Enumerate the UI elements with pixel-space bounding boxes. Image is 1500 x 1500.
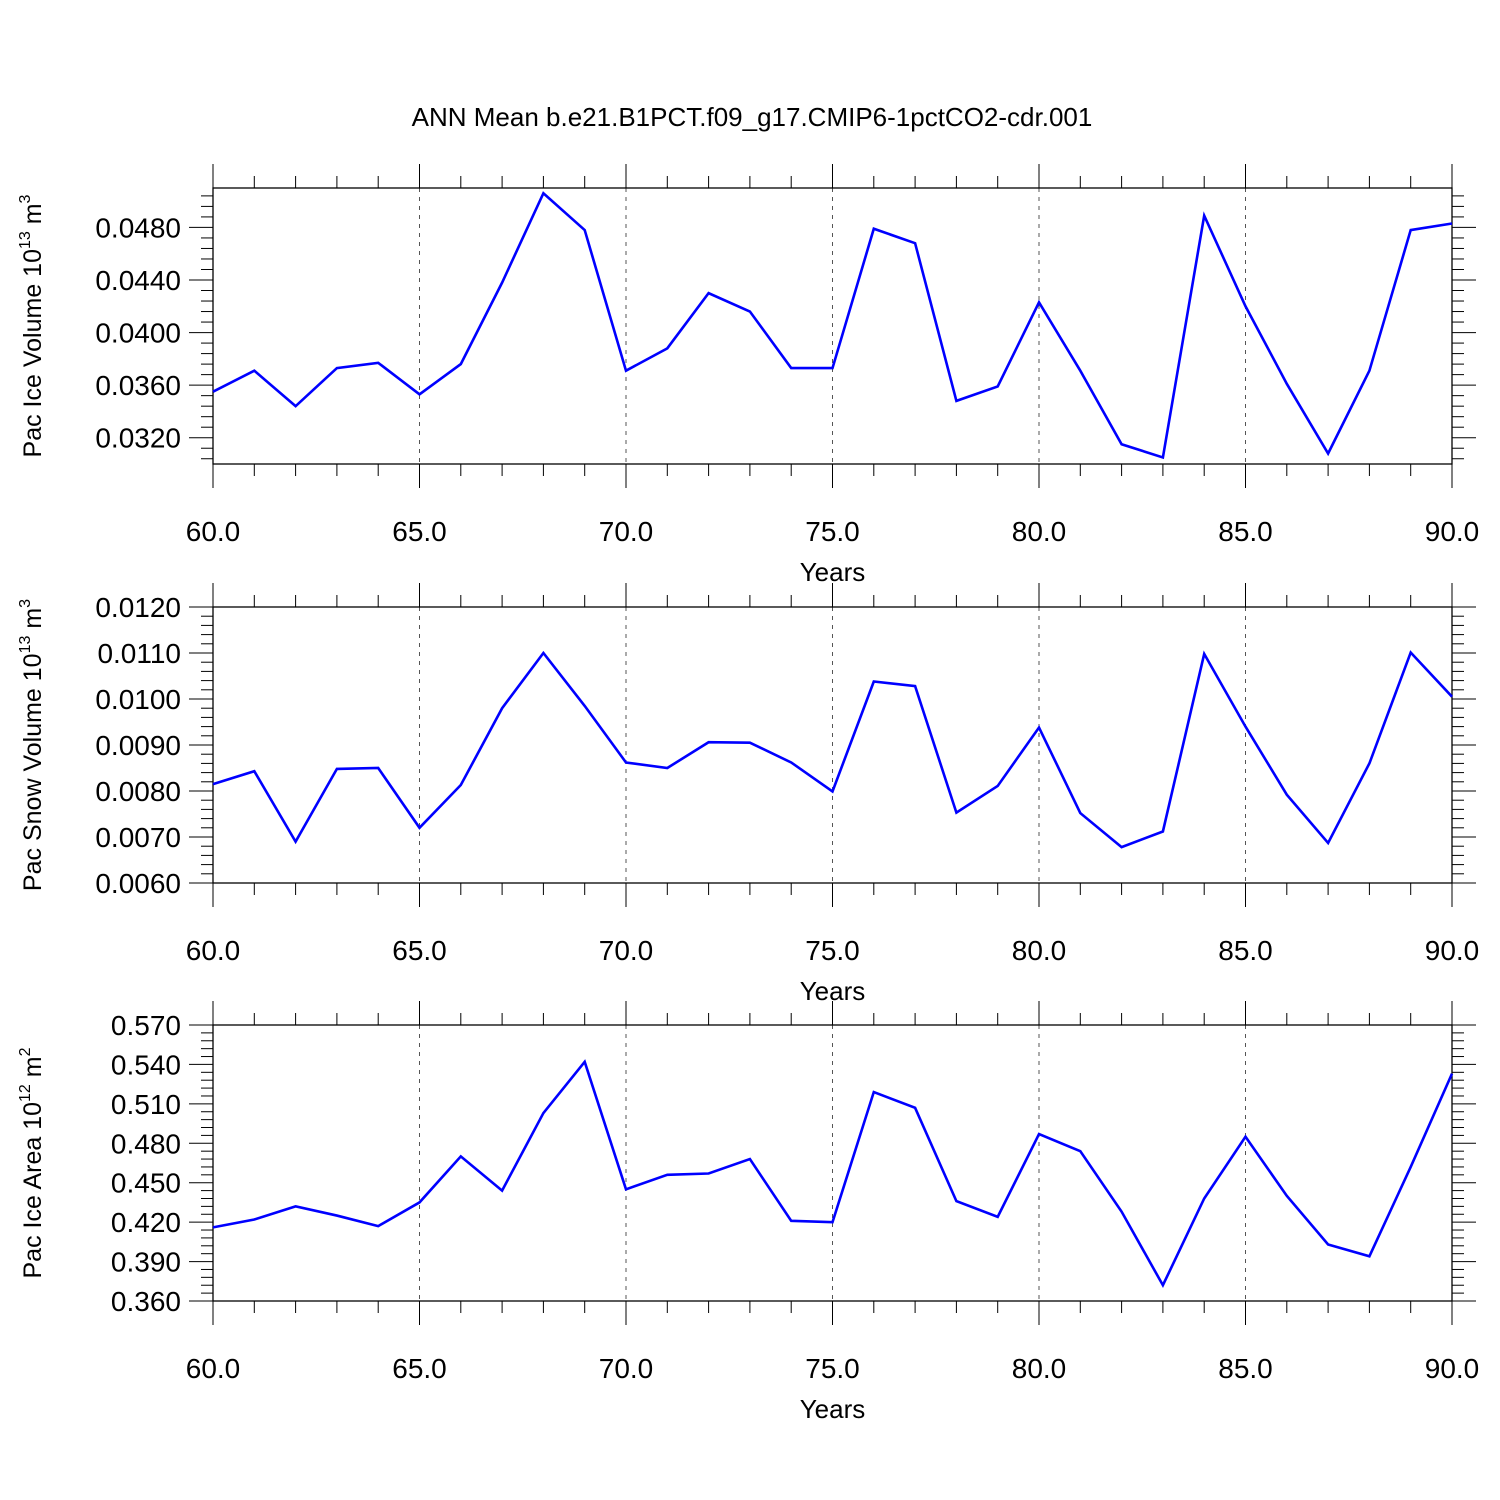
x-tick-label: 70.0	[599, 1353, 654, 1384]
x-tick-label: 90.0	[1425, 516, 1480, 547]
y-tick-label: 0.0090	[95, 730, 181, 761]
series-line	[212, 191, 1453, 460]
y-tick-label: 0.420	[111, 1207, 181, 1238]
y-tick-label: 0.570	[111, 1010, 181, 1041]
x-axis-label: Years	[800, 1394, 866, 1424]
y-tick-label: 0.0480	[95, 212, 181, 243]
y-tick-label: 0.480	[111, 1128, 181, 1159]
y-tick-label: 0.0120	[95, 592, 181, 623]
x-tick-label: 60.0	[186, 935, 241, 966]
x-tick-label: 60.0	[186, 516, 241, 547]
y-tick-label: 0.0060	[95, 868, 181, 899]
y-axis-label: Pac Ice Volume 1013 m3	[17, 194, 47, 457]
y-tick-label: 0.0100	[95, 684, 181, 715]
chart-panels: 60.0 65.0 70.0 75.0 80.0 85.0 90.0 0.0320 0.0360…	[17, 164, 1479, 1424]
y-tick-label: 0.540	[111, 1049, 181, 1080]
x-axis-label: Years	[800, 557, 866, 587]
y-tick-label: 0.0320	[95, 423, 181, 454]
y-tick-label: 0.510	[111, 1089, 181, 1120]
x-tick-label: 65.0	[392, 1353, 447, 1384]
y-axis-label: Pac Ice Area 1012 m2	[17, 1047, 47, 1278]
x-tick-label: 80.0	[1012, 935, 1067, 966]
x-tick-label: 80.0	[1012, 516, 1067, 547]
series-line	[212, 1059, 1454, 1289]
y-tick-label: 0.0110	[97, 638, 181, 669]
x-tick-label: 60.0	[186, 1353, 241, 1384]
x-tick-label: 85.0	[1218, 516, 1273, 547]
series-line	[212, 650, 1453, 849]
y-tick-label: 0.450	[111, 1168, 181, 1199]
x-tick-label: 80.0	[1012, 1353, 1067, 1384]
y-tick-label: 0.0360	[95, 370, 181, 401]
panel-2: 60.0 65.0 70.0 75.0 80.0 85.0 90.0 0.0060 0.0070…	[17, 583, 1479, 1006]
x-tick-label: 75.0	[805, 935, 860, 966]
y-tick-label: 0.390	[111, 1247, 181, 1278]
x-tick-label: 90.0	[1425, 1353, 1480, 1384]
x-tick-label: 85.0	[1218, 935, 1273, 966]
x-tick-label: 90.0	[1425, 935, 1480, 966]
y-tick-label: 0.0080	[95, 776, 181, 807]
x-tick-label: 65.0	[392, 935, 447, 966]
y-tick-label: 0.360	[111, 1286, 181, 1317]
x-tick-label: 75.0	[805, 516, 860, 547]
y-tick-label: 0.0440	[95, 265, 181, 296]
y-tick-label: 0.0400	[95, 318, 181, 349]
y-axis-label: Pac Snow Volume 1013 m3	[17, 599, 47, 891]
x-tick-label: 75.0	[805, 1353, 860, 1384]
x-tick-label: 70.0	[599, 516, 654, 547]
x-tick-label: 70.0	[599, 935, 654, 966]
x-tick-label: 85.0	[1218, 1353, 1273, 1384]
y-tick-label: 0.0070	[95, 822, 181, 853]
x-tick-label: 65.0	[392, 516, 447, 547]
panel-3: 60.0 65.0 70.0 75.0 80.0 85.0 90.0 0.360 0.390 0.…	[17, 1001, 1479, 1424]
chart-title: ANN Mean b.e21.B1PCT.f09_g17.CMIP6-1pctC…	[412, 102, 1093, 132]
panel-1: 60.0 65.0 70.0 75.0 80.0 85.0 90.0 0.0320 0.0360…	[17, 164, 1479, 587]
